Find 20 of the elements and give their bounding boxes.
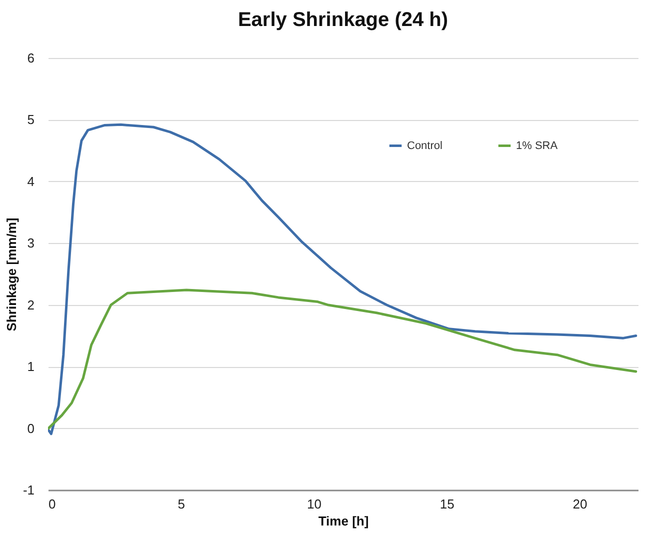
line-series — [48, 288, 638, 430]
y-tick-label: 2 — [27, 297, 34, 312]
x-tick-label: 0 — [48, 496, 56, 512]
y-axis-title: Shrinkage [mm/m] — [4, 218, 19, 332]
x-tick-label: 10 — [307, 496, 322, 512]
y-tick-label: 0 — [27, 420, 34, 436]
y-tick-label: 5 — [27, 112, 34, 128]
x-tick-label: 20 — [572, 496, 588, 512]
chart-title: Early Shrinkage (24 h) — [238, 9, 448, 31]
legend-label: 1% SRA — [516, 140, 558, 152]
y-tick-label: 1 — [27, 359, 34, 374]
x-tick-label: 5 — [178, 496, 185, 512]
y-tick-label: 3 — [27, 236, 34, 251]
y-tick-label: 4 — [27, 174, 34, 189]
x-axis-title: Time [h] — [318, 514, 369, 528]
y-tick-label: 6 — [27, 50, 34, 66]
line-series — [48, 123, 638, 436]
y-tick-label: -1 — [22, 482, 34, 498]
x-tick-label: 15 — [440, 496, 454, 512]
legend-label: Control — [407, 140, 442, 152]
